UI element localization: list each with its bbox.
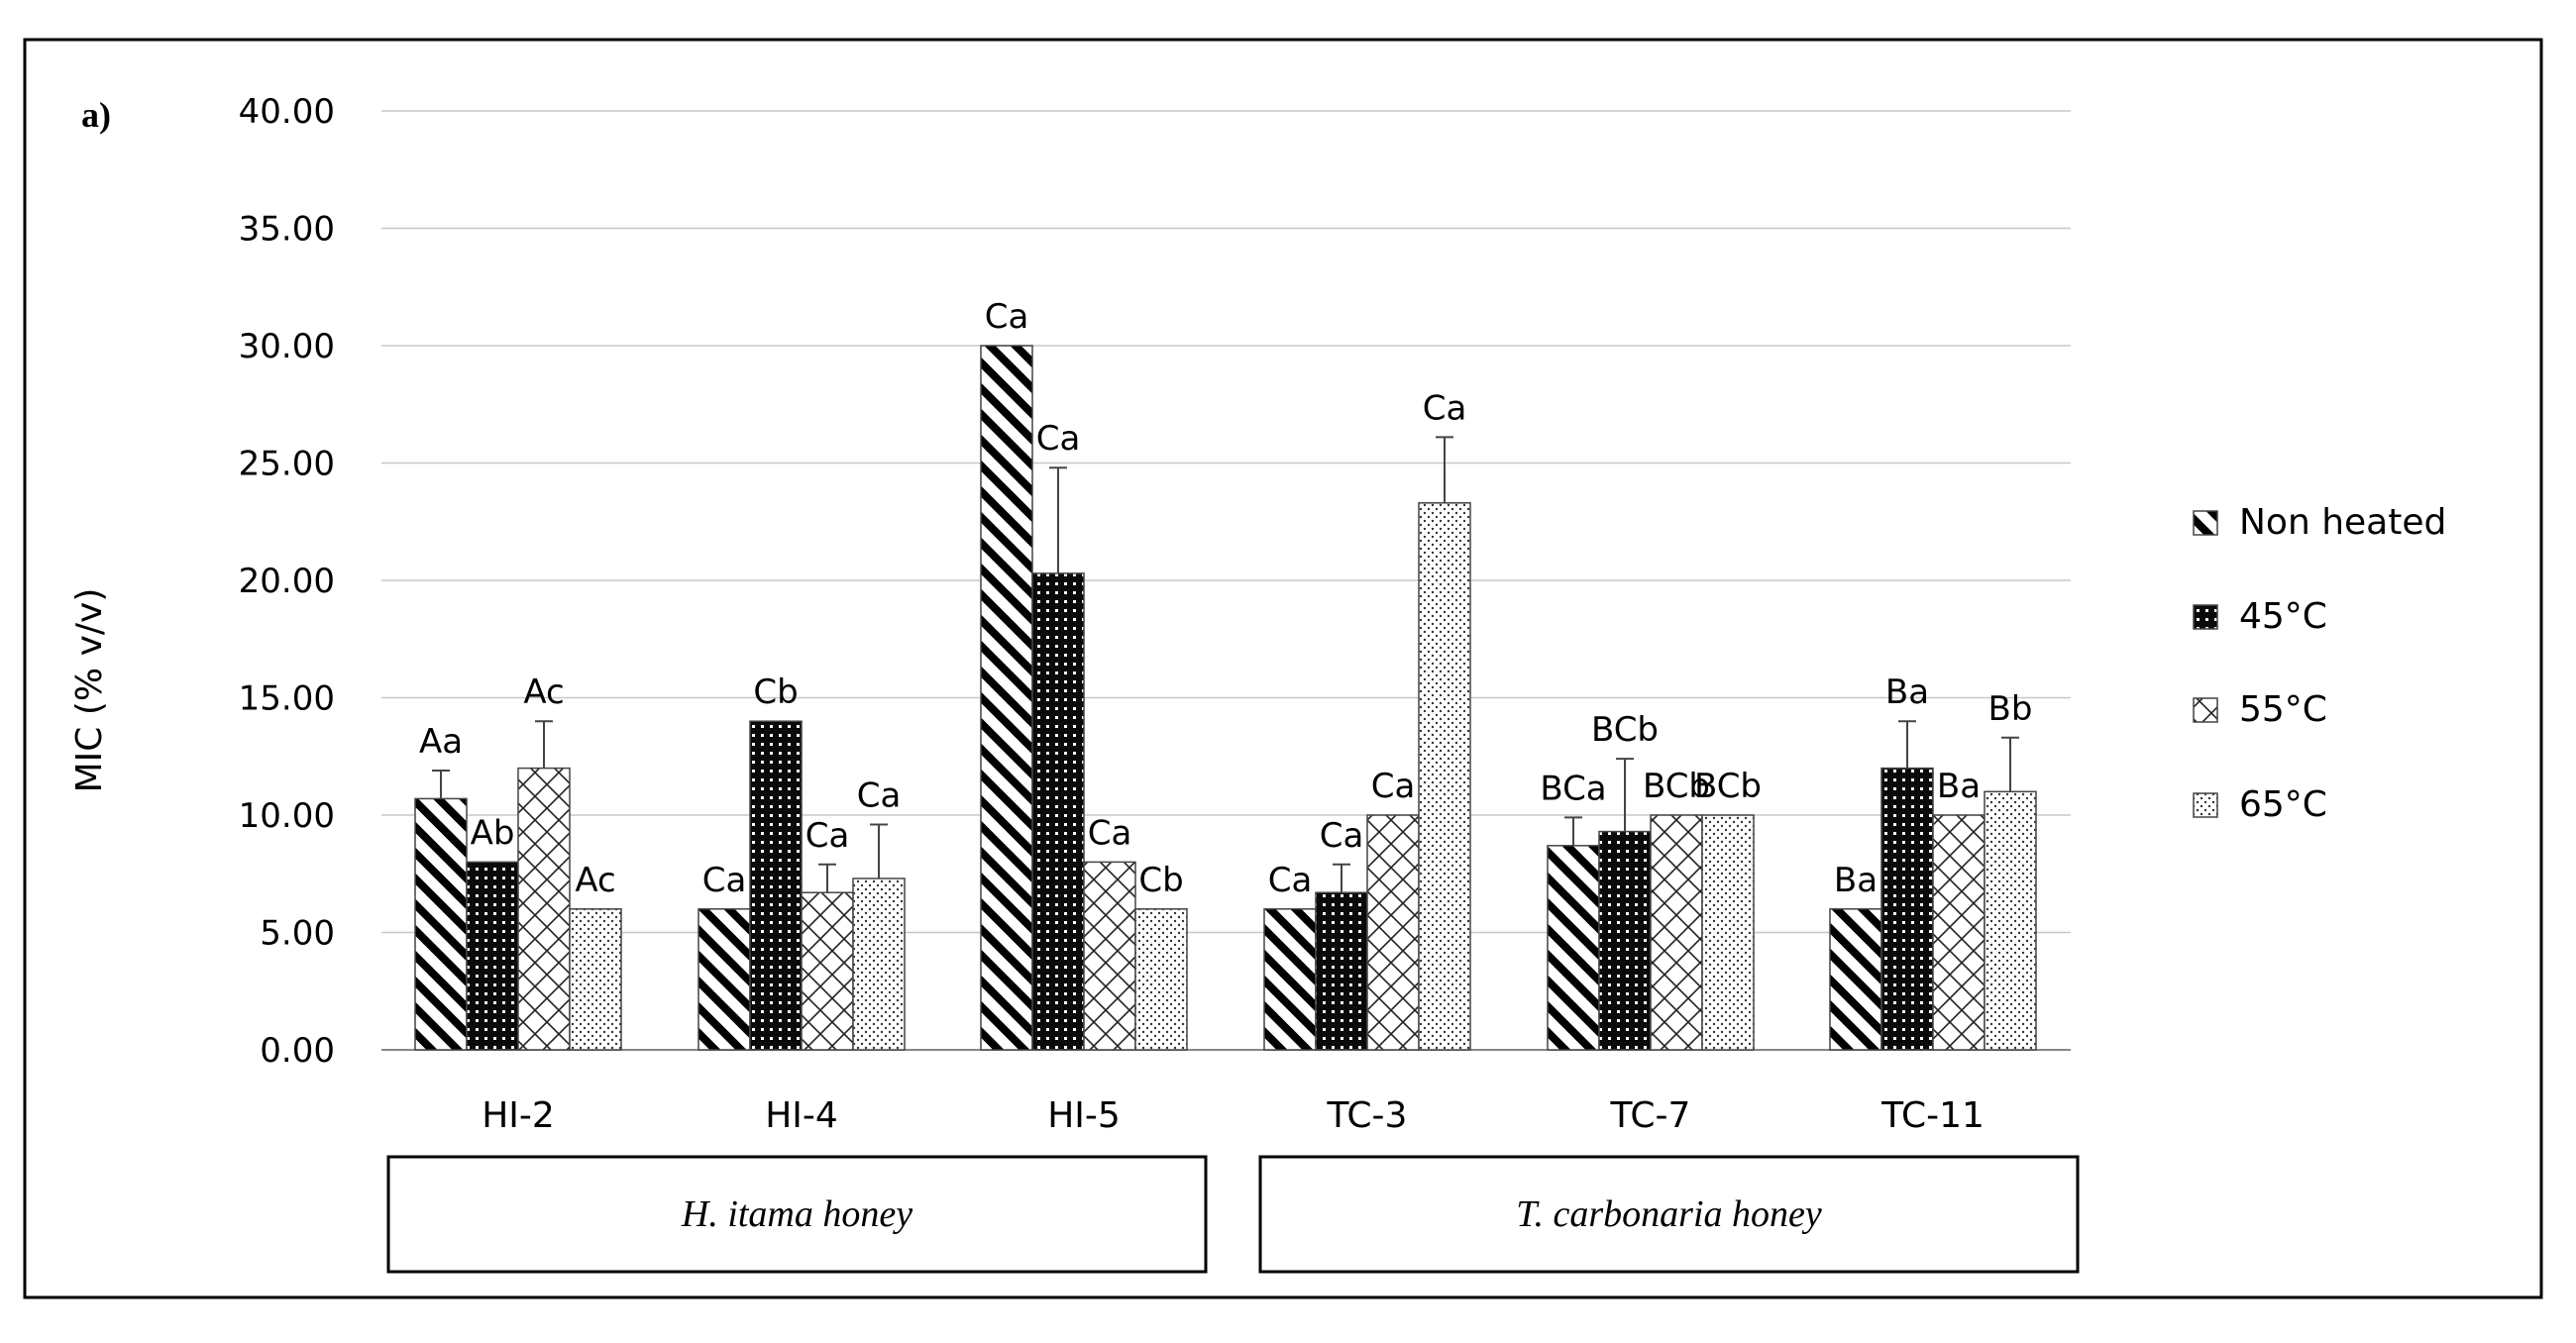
bar-TC-3-45°C	[1315, 891, 1368, 1051]
group-box	[1258, 1155, 2080, 1274]
bar-letter-label: Ab	[471, 813, 515, 853]
bar-letter-label: Ca	[805, 816, 850, 856]
bar-TC-7-65°C	[1701, 814, 1755, 1051]
bar-HI-5-Non heated	[980, 345, 1033, 1051]
x-tick-label: HI-5	[1047, 1095, 1121, 1136]
bar-TC-3-Non heated	[1263, 908, 1317, 1051]
bar-letter-label: Ca	[1268, 861, 1313, 900]
y-tick-label: 15.00	[239, 679, 335, 719]
gridlines	[381, 110, 2071, 1051]
bar-letter-label: Aa	[419, 722, 463, 762]
bar-HI-2-Non heated	[414, 797, 468, 1051]
bar-letter-label: Ba	[1834, 861, 1878, 900]
y-axis-tick-labels: 0.00 5.00 10.00 15.00 20.00 25.00 30.00 35.00 40…	[239, 92, 335, 1071]
bar-letter-label: Ca	[1036, 419, 1081, 459]
legend-label: 45°C	[2239, 596, 2327, 637]
group-boxes: H. itama honey T. carbonaria honey	[386, 1155, 2080, 1274]
bar-HI-5-55°C	[1083, 861, 1136, 1051]
bar-letter-label: Ba	[1885, 672, 1929, 712]
bar-letter-label: Ca	[1423, 388, 1467, 428]
bar-TC-3-65°C	[1418, 502, 1471, 1051]
legend-swatch	[2193, 697, 2218, 723]
y-tick-label: 30.00	[239, 327, 335, 366]
bar-TC-7-45°C	[1598, 830, 1652, 1051]
bar-letter-label: BCb	[1591, 710, 1659, 750]
bar-letter-label: Ca	[702, 861, 747, 900]
bar-HI-4-65°C	[852, 878, 906, 1051]
chart-frame	[23, 38, 2543, 1299]
bars	[414, 345, 2037, 1051]
bar-HI-2-55°C	[517, 767, 571, 1051]
y-tick-label: 35.00	[239, 210, 335, 250]
y-tick-label: 0.00	[260, 1031, 335, 1071]
x-tick-label: TC-3	[1327, 1095, 1408, 1136]
bar-letter-label: Ca	[1320, 816, 1364, 856]
bar-HI-2-65°C	[569, 908, 622, 1051]
bar-HI-2-45°C	[466, 861, 519, 1051]
bar-letter-label: Ca	[1088, 813, 1132, 853]
bar-TC-11-Non heated	[1829, 908, 1882, 1051]
bar-TC-7-Non heated	[1547, 845, 1600, 1051]
legend-label: Non heated	[2239, 502, 2446, 543]
x-axis-tick-labels: HI-2 HI-4 HI-5 TC-3 TC-7 TC-11	[482, 1095, 1985, 1136]
legend-label: 55°C	[2239, 689, 2327, 730]
bar-TC-3-55°C	[1366, 814, 1420, 1051]
bar-HI-5-65°C	[1134, 908, 1188, 1051]
bar-HI-4-45°C	[749, 720, 803, 1051]
bar-letter-label: Bb	[1988, 689, 2033, 729]
y-tick-label: 25.00	[239, 445, 335, 484]
bar-HI-4-55°C	[801, 891, 854, 1051]
bar-HI-5-45°C	[1031, 572, 1085, 1051]
bar-HI-4-Non heated	[698, 908, 751, 1051]
legend-swatch	[2193, 510, 2218, 536]
bar-letter-label: BCb	[1694, 767, 1762, 806]
panel-label: a)	[81, 95, 111, 135]
error-bars	[432, 436, 2019, 893]
group-box	[386, 1155, 1208, 1274]
legend: Non heated 45°C 55°C 65°C	[2193, 502, 2446, 825]
bar-letter-label: BCb	[1643, 767, 1710, 806]
bar-letter-label: Ca	[985, 297, 1029, 337]
bar-TC-7-55°C	[1650, 814, 1703, 1051]
x-tick-label: HI-4	[765, 1095, 838, 1136]
bar-letter-label: Ca	[1371, 767, 1416, 806]
x-tick-label: TC-7	[1610, 1095, 1691, 1136]
bar-TC-11-65°C	[1984, 790, 2037, 1051]
group-label: H. itama honey	[681, 1193, 912, 1235]
legend-swatch	[2193, 792, 2218, 818]
y-tick-label: 20.00	[239, 562, 335, 601]
x-tick-label: HI-2	[482, 1095, 555, 1136]
x-tick-label: TC-11	[1880, 1095, 1985, 1136]
legend-label: 65°C	[2239, 784, 2327, 825]
bar-letter-label: BCa	[1540, 769, 1606, 808]
bar-letter-label: Ca	[857, 775, 902, 815]
bar-TC-11-45°C	[1880, 767, 1934, 1051]
bar-TC-11-55°C	[1932, 814, 1986, 1051]
y-axis-label: MIC (% v/v)	[69, 588, 110, 793]
y-tick-label: 40.00	[239, 92, 335, 132]
group-label: T. carbonaria honey	[1516, 1193, 1822, 1235]
bar-letter-label: Ac	[523, 672, 564, 712]
bar-letter-label: Cb	[1138, 861, 1183, 900]
y-tick-label: 10.00	[239, 796, 335, 836]
legend-swatch	[2193, 604, 2218, 630]
y-tick-label: 5.00	[260, 914, 335, 954]
bar-letter-label: Cb	[753, 672, 798, 712]
bar-letter-label: Ba	[1937, 767, 1981, 806]
bar-letter-label: Ac	[575, 861, 615, 900]
